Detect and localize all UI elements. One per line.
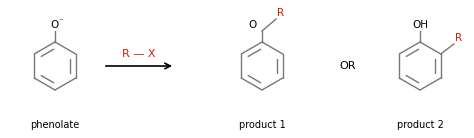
Text: O: O bbox=[249, 20, 257, 30]
Text: ⁻: ⁻ bbox=[59, 17, 64, 26]
Text: phenolate: phenolate bbox=[30, 120, 80, 130]
Text: OR: OR bbox=[340, 61, 356, 71]
Text: O: O bbox=[51, 20, 59, 30]
Text: R — X: R — X bbox=[122, 49, 156, 59]
Text: R: R bbox=[455, 33, 462, 43]
Text: R: R bbox=[277, 8, 284, 18]
Text: OH: OH bbox=[412, 20, 428, 30]
Text: product 1: product 1 bbox=[238, 120, 285, 130]
Text: product 2: product 2 bbox=[397, 120, 444, 130]
